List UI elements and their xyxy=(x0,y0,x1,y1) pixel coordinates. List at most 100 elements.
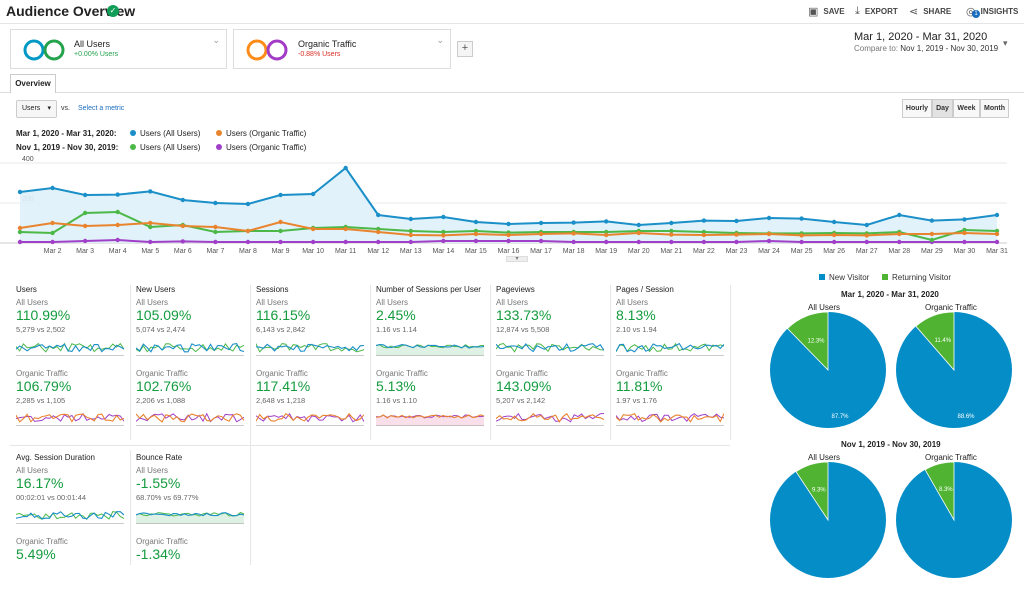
data-point[interactable] xyxy=(245,239,251,245)
data-point[interactable] xyxy=(213,229,218,235)
data-point[interactable] xyxy=(962,230,967,236)
data-point[interactable] xyxy=(506,221,511,227)
data-point[interactable] xyxy=(17,189,23,195)
pie-slice-returning[interactable] xyxy=(915,312,955,372)
data-point[interactable] xyxy=(17,239,23,245)
data-point[interactable] xyxy=(766,215,772,221)
data-point[interactable] xyxy=(441,229,446,235)
data-point[interactable] xyxy=(864,233,869,238)
data-point[interactable] xyxy=(213,224,218,230)
new-vs-returning-pie[interactable]: 11.4% 88.6% xyxy=(896,312,1012,428)
data-point[interactable] xyxy=(278,219,283,225)
data-point[interactable] xyxy=(376,229,381,235)
pie-legend-new[interactable]: New Visitor xyxy=(819,273,869,282)
data-point[interactable] xyxy=(82,238,88,244)
data-point[interactable] xyxy=(148,220,153,226)
data-point[interactable] xyxy=(441,233,446,238)
export-button[interactable]: ⤓ EXPORT xyxy=(855,5,898,17)
data-point[interactable] xyxy=(278,239,283,245)
data-point[interactable] xyxy=(376,239,381,245)
data-point[interactable] xyxy=(897,212,902,218)
data-point[interactable] xyxy=(343,239,348,245)
data-point[interactable] xyxy=(473,219,479,225)
segment-all-users[interactable]: All Users +0.00% Users ⌄ xyxy=(10,29,227,69)
data-point[interactable] xyxy=(799,233,804,238)
legend-item[interactable]: Users (All Users) xyxy=(130,129,200,138)
data-point[interactable] xyxy=(604,232,609,238)
data-point[interactable] xyxy=(669,220,674,226)
data-point[interactable] xyxy=(50,239,55,245)
save-button[interactable]: ▣ SAVE xyxy=(808,6,845,18)
data-point[interactable] xyxy=(604,239,609,245)
data-point[interactable] xyxy=(310,191,316,197)
data-point[interactable] xyxy=(17,229,23,235)
data-point[interactable] xyxy=(180,197,186,203)
data-point[interactable] xyxy=(473,238,479,244)
metric-tile[interactable]: Avg. Session Duration All Users 16.17% 0… xyxy=(16,453,134,608)
data-point[interactable] xyxy=(831,219,837,225)
add-segment-button[interactable]: + xyxy=(457,41,473,57)
pie-slice-returning[interactable] xyxy=(795,462,829,522)
chart-resize-handle[interactable]: ▾ xyxy=(506,256,528,262)
data-point[interactable] xyxy=(408,228,413,234)
data-point[interactable] xyxy=(734,218,739,224)
data-point[interactable] xyxy=(408,232,413,238)
pie-slice-returning[interactable] xyxy=(924,462,955,522)
data-point[interactable] xyxy=(82,210,88,216)
date-range[interactable]: Mar 1, 2020 - Mar 31, 2020 xyxy=(854,31,988,43)
segment-organic-traffic[interactable]: Organic Traffic -0.88% Users ⌄ xyxy=(233,29,451,69)
data-point[interactable] xyxy=(962,239,967,245)
data-point[interactable] xyxy=(343,165,348,171)
data-point[interactable] xyxy=(278,228,283,234)
data-point[interactable] xyxy=(636,230,641,236)
data-point[interactable] xyxy=(148,189,153,194)
data-point[interactable] xyxy=(343,226,348,232)
data-point[interactable] xyxy=(962,217,967,222)
data-point[interactable] xyxy=(929,218,935,223)
metric-tile[interactable]: Sessions All Users 116.15% 6,143 vs 2,84… xyxy=(256,285,374,440)
data-point[interactable] xyxy=(701,218,707,223)
data-point[interactable] xyxy=(994,212,1000,218)
data-point[interactable] xyxy=(669,228,674,234)
data-point[interactable] xyxy=(994,239,1000,245)
share-button[interactable]: ⋖ SHARE xyxy=(909,6,952,18)
data-point[interactable] xyxy=(245,201,251,207)
data-point[interactable] xyxy=(831,239,837,245)
data-point[interactable] xyxy=(734,232,739,237)
data-point[interactable] xyxy=(148,239,153,245)
data-point[interactable] xyxy=(278,192,283,198)
data-point[interactable] xyxy=(506,232,511,238)
data-point[interactable] xyxy=(571,231,576,236)
data-point[interactable] xyxy=(82,192,88,198)
data-point[interactable] xyxy=(148,224,153,230)
data-point[interactable] xyxy=(17,225,23,231)
data-point[interactable] xyxy=(115,209,120,215)
data-point[interactable] xyxy=(636,222,641,228)
data-point[interactable] xyxy=(245,228,251,234)
data-point[interactable] xyxy=(82,223,88,229)
pie-legend-returning[interactable]: Returning Visitor xyxy=(882,273,951,282)
data-point[interactable] xyxy=(669,239,674,245)
legend-item[interactable]: Users (Organic Traffic) xyxy=(216,143,306,152)
data-point[interactable] xyxy=(213,239,218,245)
data-point[interactable] xyxy=(669,232,674,237)
data-point[interactable] xyxy=(766,238,772,244)
data-point[interactable] xyxy=(180,223,186,229)
data-point[interactable] xyxy=(636,239,641,245)
data-point[interactable] xyxy=(701,239,707,245)
insights-button[interactable]: ◎ 1 INSIGHTS xyxy=(966,6,1019,18)
data-point[interactable] xyxy=(571,239,576,245)
data-point[interactable] xyxy=(799,239,804,245)
metric-tile[interactable]: Bounce Rate All Users -1.55% 68.70% vs 6… xyxy=(136,453,254,608)
data-point[interactable] xyxy=(115,192,120,197)
data-point[interactable] xyxy=(701,232,707,238)
data-point[interactable] xyxy=(734,239,739,245)
data-point[interactable] xyxy=(799,216,804,221)
data-point[interactable] xyxy=(538,238,544,244)
date-chevron-down-icon[interactable]: ▾ xyxy=(1003,38,1008,48)
data-point[interactable] xyxy=(506,238,511,244)
legend-item[interactable]: Users (All Users) xyxy=(130,143,200,152)
select-metric-link[interactable]: Select a metric xyxy=(78,105,125,112)
data-point[interactable] xyxy=(50,220,55,226)
